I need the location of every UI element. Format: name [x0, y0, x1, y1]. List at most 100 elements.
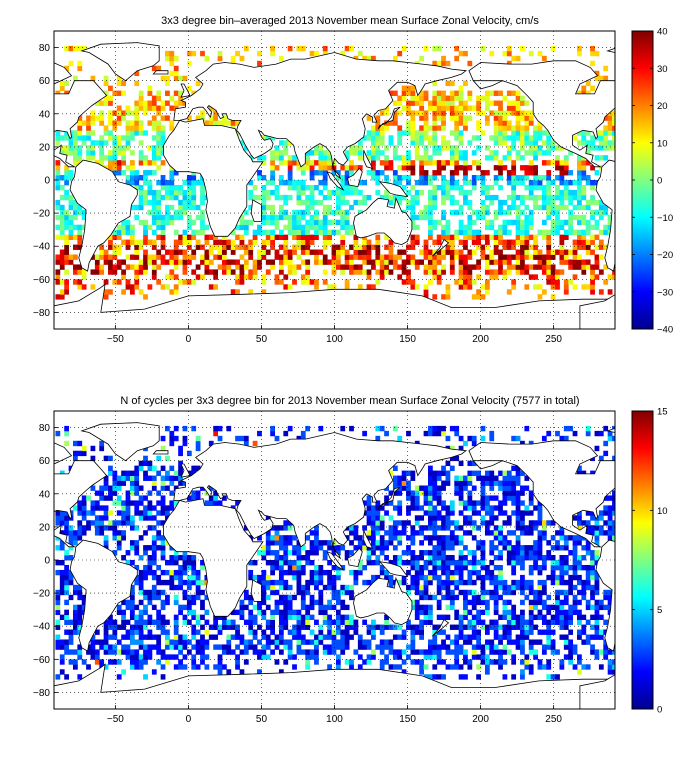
bin-cell [493, 480, 499, 486]
bin-cell [511, 495, 517, 501]
bin-cell [441, 485, 446, 491]
bin-cell [555, 229, 560, 236]
bin-cell [506, 540, 512, 546]
bin-cell [563, 614, 569, 620]
bin-cell [77, 674, 83, 680]
bin-cell [467, 254, 473, 260]
bin-cell [195, 644, 201, 650]
bin-cell [59, 175, 65, 181]
bin-cell [81, 505, 87, 511]
bin-cell [112, 269, 118, 275]
bin-cell [436, 95, 442, 101]
bin-cell [541, 269, 547, 275]
bin-cell [406, 85, 411, 91]
bin-cell [612, 649, 615, 655]
bin-cell [467, 634, 473, 640]
bin-cell [432, 140, 438, 146]
bin-cell [375, 130, 381, 136]
bin-cell [524, 175, 530, 181]
bin-cell [349, 224, 354, 231]
bin-cell [480, 564, 486, 571]
bin-cell [186, 619, 192, 625]
bin-cell [366, 274, 372, 280]
bin-cell [248, 244, 254, 250]
bin-cell [445, 140, 451, 146]
bin-cell [94, 659, 100, 665]
bin-cell [68, 219, 74, 226]
bin-cell [528, 564, 534, 571]
bin-cell [200, 659, 205, 665]
bin-cell [366, 254, 372, 260]
bin-cell [550, 614, 556, 620]
bin-cell [331, 550, 337, 556]
bin-cell [138, 614, 144, 620]
bin-cell [112, 110, 118, 116]
bin-cell [309, 160, 315, 166]
bin-cell [314, 644, 319, 650]
bin-cell [423, 289, 429, 295]
bin-cell [410, 115, 416, 121]
bin-cell [533, 180, 538, 186]
bin-cell [436, 259, 442, 265]
bin-cell [309, 214, 315, 221]
bin-cell [357, 564, 363, 571]
bin-cell [445, 249, 451, 255]
bin-cell [577, 50, 582, 57]
bin-cell [572, 254, 578, 260]
bin-cell [296, 244, 302, 250]
bin-cell [458, 634, 464, 640]
bin-cell [86, 145, 91, 151]
bin-cell [292, 629, 297, 635]
bin-cell [467, 475, 473, 481]
bin-cell [484, 105, 490, 111]
bin-cell [55, 639, 61, 645]
bin-cell [410, 95, 416, 101]
bin-cell [112, 475, 118, 481]
bin-cell [375, 125, 381, 131]
bin-cell [511, 180, 517, 186]
bin-cell [327, 614, 332, 620]
bin-cell [226, 259, 232, 265]
bin-cell [375, 269, 381, 275]
bin-cell [151, 594, 157, 601]
bin-cell [64, 175, 70, 181]
bin-cell [134, 564, 140, 571]
bin-cell [506, 634, 512, 640]
bin-cell [559, 555, 565, 561]
bin-cell [335, 589, 341, 596]
bin-cell [467, 515, 473, 521]
bin-cell [436, 555, 442, 561]
bin-cell [515, 219, 521, 226]
bin-cell [432, 664, 438, 670]
bin-cell [77, 130, 83, 136]
bin-cell [186, 599, 192, 606]
bin-cell [419, 55, 425, 62]
bin-cell [257, 624, 262, 630]
bin-cell [94, 654, 100, 660]
bin-cell [458, 619, 464, 625]
bin-cell [138, 629, 144, 635]
bin-cell [143, 259, 148, 265]
bin-cell [471, 644, 477, 650]
bin-cell [423, 254, 429, 260]
bin-cell [445, 594, 451, 601]
bin-cell [546, 664, 552, 670]
bin-cell [59, 470, 65, 476]
bin-cell [533, 145, 538, 151]
bin-cell [213, 624, 219, 630]
bin-cell [515, 545, 521, 551]
bin-cell [327, 234, 332, 240]
bin-cell [493, 100, 499, 106]
bin-cell [598, 135, 604, 141]
bin-cell [577, 579, 582, 586]
bin-cell [81, 515, 87, 521]
bin-cell [138, 100, 144, 106]
bin-cell [598, 629, 604, 635]
bin-cell [428, 475, 433, 481]
bin-cell [314, 160, 319, 166]
bin-cell [463, 649, 468, 655]
bin-cell [563, 599, 569, 606]
bin-cell [90, 269, 96, 275]
bin-cell [147, 569, 153, 576]
bin-cell [467, 214, 473, 221]
